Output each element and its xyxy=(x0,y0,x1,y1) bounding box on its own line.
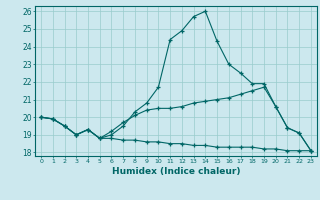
X-axis label: Humidex (Indice chaleur): Humidex (Indice chaleur) xyxy=(112,167,240,176)
